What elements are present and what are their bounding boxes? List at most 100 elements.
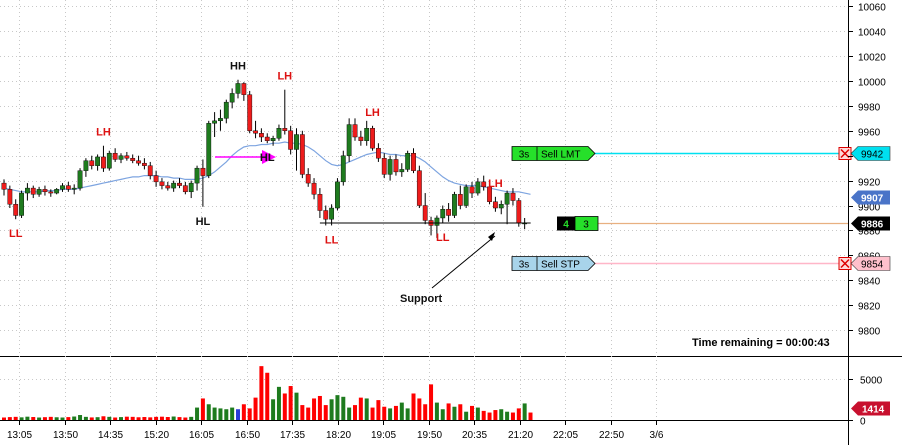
volume-bar: [95, 417, 100, 420]
volume-bar: [253, 397, 258, 420]
volume-bar: [429, 384, 434, 420]
volume-bar: [522, 403, 527, 420]
candle-body: [200, 167, 206, 176]
candle-body: [30, 187, 36, 195]
candle-body: [498, 204, 504, 209]
axes: 1006010040100201000099809960994099209900…: [7, 3, 891, 441]
volume-bar: [148, 417, 153, 420]
candle-body: [89, 160, 95, 166]
volume-bar: [265, 372, 270, 420]
swing-label: LL: [436, 232, 450, 244]
candle-body: [276, 128, 282, 139]
volume-bar: [510, 412, 515, 420]
candle-body: [446, 209, 451, 216]
order-box: 3s Sell LMT: [511, 146, 596, 161]
time-remaining: Time remaining = 00:00:43: [692, 337, 830, 349]
candle-body: [364, 128, 370, 141]
time-tick-label: 18:20: [326, 430, 351, 441]
price-tick-label: 9980: [858, 103, 881, 114]
volume-bar: [72, 416, 77, 420]
volume-bar: [25, 416, 30, 420]
volume-bar: [411, 393, 416, 420]
candle-body: [60, 185, 65, 190]
candle-body: [288, 130, 294, 150]
volume-bar: [393, 405, 398, 420]
swing-label: LH: [488, 178, 503, 190]
volume-bar: [329, 399, 334, 420]
volume-bar: [78, 415, 83, 420]
volume-bar: [370, 407, 375, 420]
volume-bar: [142, 417, 147, 420]
candle-body: [159, 181, 165, 186]
candle-body: [294, 134, 299, 150]
candle-body: [141, 162, 147, 166]
volume-tick-label: 0: [860, 417, 866, 428]
volume-bar: [107, 416, 112, 420]
candle-body: [71, 187, 77, 190]
candle-body: [504, 192, 510, 205]
candle-body: [329, 207, 334, 220]
candle-body: [381, 157, 387, 175]
candle-body: [147, 165, 153, 176]
time-tick-label: 16:05: [189, 430, 214, 441]
candle-body: [77, 170, 83, 189]
candle-body: [153, 175, 159, 183]
position-qty: 4: [563, 220, 569, 231]
price-tick-label: 9880: [858, 227, 881, 238]
volume-bar: [183, 417, 188, 420]
candle-body: [335, 181, 340, 209]
position-price-label: 9886: [861, 220, 884, 231]
candle-body: [136, 160, 141, 164]
volume-bar: [452, 406, 457, 420]
support-callout-arrowhead: [488, 232, 495, 241]
price-tick-label: 9840: [858, 277, 881, 288]
volume-bar: [458, 404, 463, 420]
candle-body: [323, 210, 329, 220]
candle-body: [457, 194, 463, 206]
price-panel: [0, 0, 848, 355]
volume-bar: [19, 417, 24, 420]
price-tick-label: 10060: [858, 3, 886, 14]
candle-body: [393, 159, 399, 173]
candle-body: [130, 157, 136, 161]
volume-bar: [189, 416, 194, 420]
candle-body: [358, 136, 364, 141]
volume-bar: [505, 411, 510, 420]
swing-label: LH: [277, 71, 292, 83]
volume-last-label: 1414: [862, 405, 885, 416]
volume-bar: [154, 416, 159, 420]
price-tick-label: 9820: [858, 302, 881, 313]
volume-bar: [323, 405, 328, 420]
time-tick-label: 17:35: [280, 430, 305, 441]
swing-label: LL: [9, 228, 23, 240]
candle-body: [112, 153, 118, 160]
volume-bar: [493, 410, 498, 420]
volume-bar: [382, 406, 387, 420]
order-lines: 3s Sell LMT 3s Sell STP 4 3: [215, 146, 852, 271]
candle-body: [218, 118, 223, 122]
volume-bar: [487, 412, 492, 420]
candle-body: [317, 194, 323, 211]
order-qty: 3s: [519, 260, 530, 271]
position-price-tag: [851, 216, 890, 231]
order-box-shape: [511, 146, 596, 161]
volume-bars: [2, 366, 533, 420]
candle-body: [42, 189, 48, 193]
price-tick-label: 9900: [858, 203, 881, 214]
time-tick-label: 13:50: [53, 430, 78, 441]
candle-body: [516, 200, 522, 224]
volume-bar: [247, 408, 252, 420]
volume-bar: [446, 403, 451, 420]
order-box: 3s Sell STP: [511, 256, 596, 271]
volume-bar: [528, 412, 533, 420]
candle-body: [387, 159, 393, 175]
candle-body: [463, 186, 469, 206]
price-tick-label: 10040: [858, 28, 886, 39]
candle-body: [194, 167, 200, 184]
candle-body: [165, 185, 171, 189]
candle-body: [1, 182, 7, 190]
volume-bar: [364, 398, 369, 420]
volume-bar: [159, 416, 164, 420]
volume-bar: [376, 400, 381, 420]
volume-bar: [358, 397, 363, 420]
